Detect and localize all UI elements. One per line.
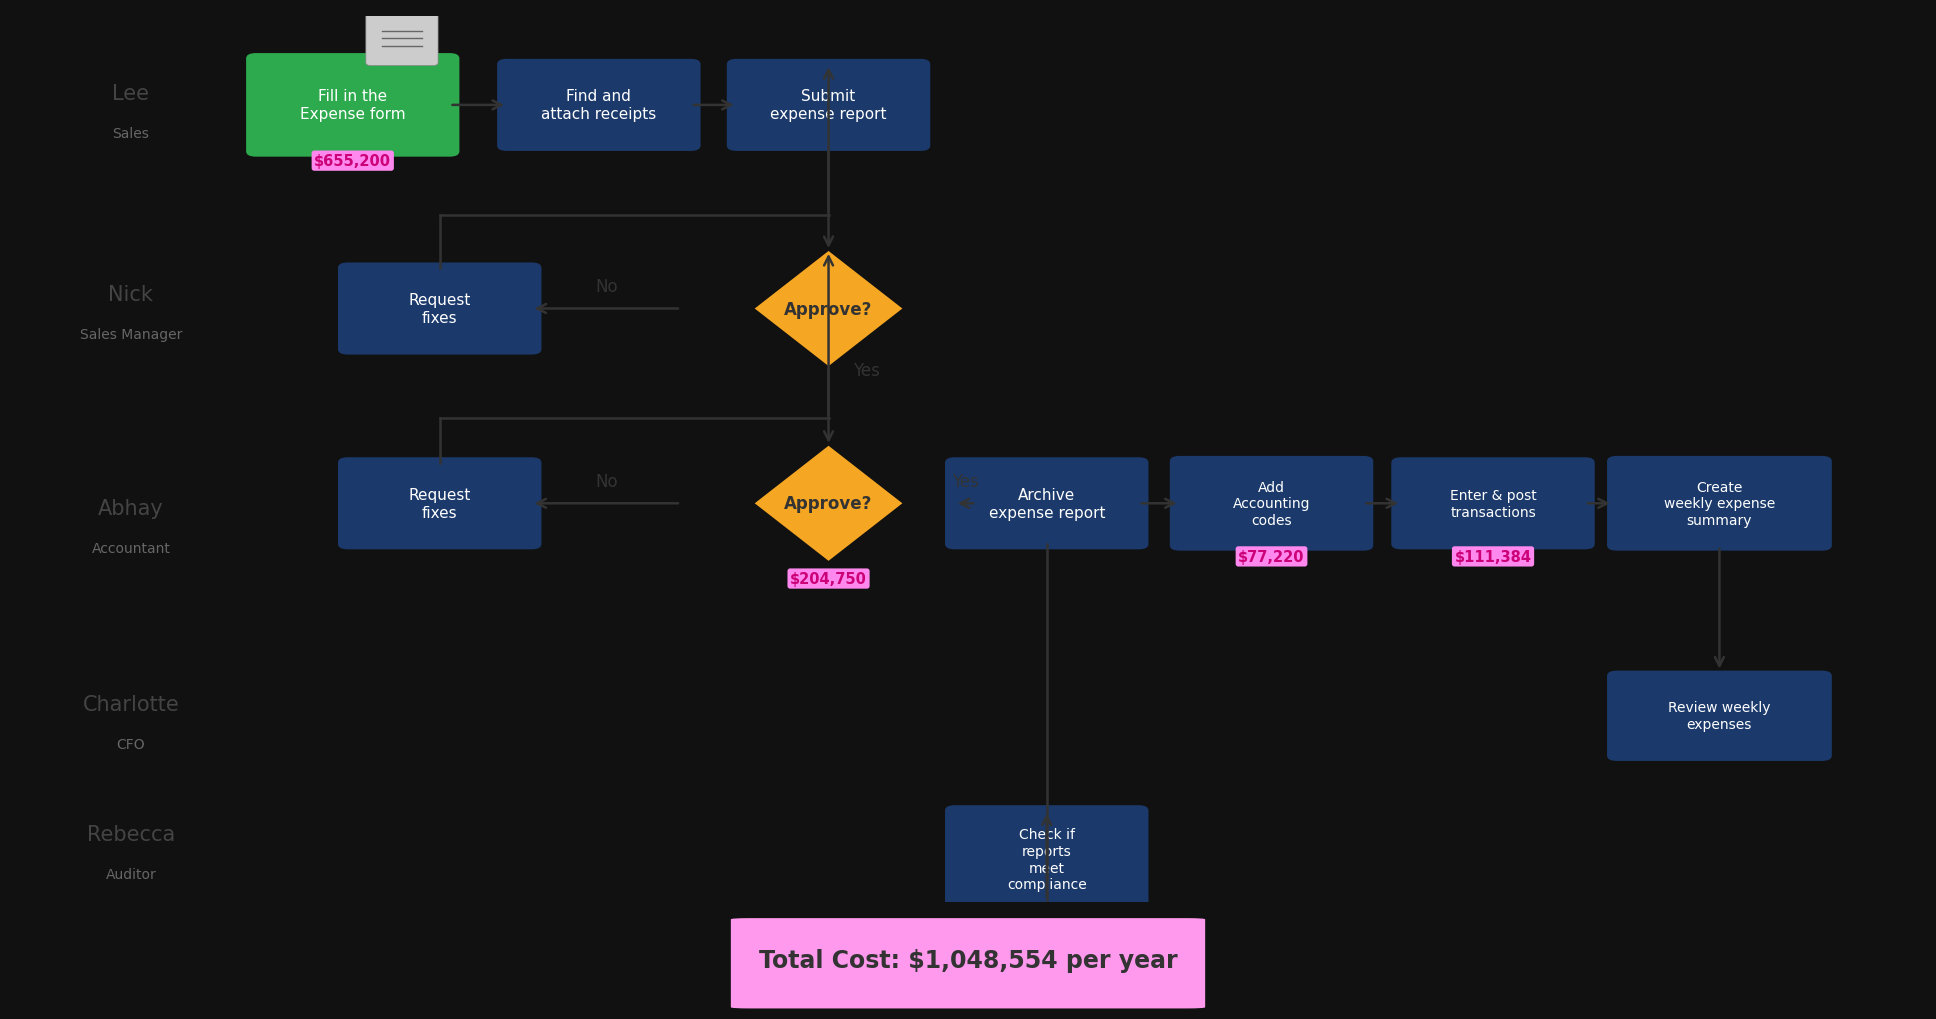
Text: $204,750: $204,750 (790, 572, 867, 587)
Text: Review weekly
expenses: Review weekly expenses (1669, 701, 1771, 732)
Text: Check if
reports
meet
compliance: Check if reports meet compliance (1007, 827, 1086, 892)
FancyBboxPatch shape (1169, 457, 1373, 551)
Text: Submit
expense report: Submit expense report (771, 90, 887, 122)
Text: $111,384: $111,384 (1454, 549, 1531, 565)
Text: $77,220: $77,220 (1239, 549, 1305, 565)
Text: $655,200: $655,200 (314, 154, 391, 169)
Text: Nick: Nick (108, 285, 153, 305)
Text: Rebecca: Rebecca (87, 824, 174, 844)
FancyBboxPatch shape (726, 60, 931, 152)
Text: Create
weekly expense
summary: Create weekly expense summary (1663, 480, 1775, 528)
Text: Lee: Lee (112, 85, 149, 104)
Text: Archive
expense report: Archive expense report (989, 487, 1105, 521)
FancyBboxPatch shape (1392, 458, 1595, 550)
Text: Fill in the
Expense form: Fill in the Expense form (300, 90, 405, 122)
Text: Yes: Yes (854, 362, 881, 380)
FancyBboxPatch shape (246, 54, 459, 158)
Text: Charlotte: Charlotte (83, 695, 180, 714)
FancyBboxPatch shape (945, 458, 1148, 550)
Text: Add
Accounting
codes: Add Accounting codes (1233, 480, 1311, 528)
Text: Sales Manager: Sales Manager (79, 328, 182, 341)
Text: CFO: CFO (116, 738, 145, 751)
Text: Sales: Sales (112, 127, 149, 141)
FancyBboxPatch shape (366, 12, 438, 66)
FancyBboxPatch shape (945, 805, 1148, 913)
Text: Accountant: Accountant (91, 541, 170, 555)
Text: Approve?: Approve? (784, 495, 873, 513)
Polygon shape (755, 446, 902, 561)
Polygon shape (755, 252, 902, 367)
FancyBboxPatch shape (339, 263, 542, 356)
FancyBboxPatch shape (1607, 671, 1831, 761)
Text: Abhay: Abhay (99, 498, 165, 519)
Text: Enter & post
transactions: Enter & post transactions (1450, 488, 1537, 519)
Text: Yes: Yes (953, 473, 980, 491)
Text: No: No (594, 278, 618, 297)
Text: Request
fixes: Request fixes (408, 487, 470, 521)
FancyBboxPatch shape (339, 458, 542, 550)
Text: Request
fixes: Request fixes (408, 292, 470, 326)
Text: Total Cost: $1,048,554 per year: Total Cost: $1,048,554 per year (759, 949, 1177, 972)
FancyBboxPatch shape (1607, 457, 1831, 551)
Text: Approve?: Approve? (784, 301, 873, 318)
Text: Auditor: Auditor (106, 867, 157, 881)
Text: No: No (594, 473, 618, 491)
FancyBboxPatch shape (732, 918, 1204, 1009)
FancyBboxPatch shape (498, 60, 701, 152)
Text: Find and
attach receipts: Find and attach receipts (542, 90, 656, 122)
